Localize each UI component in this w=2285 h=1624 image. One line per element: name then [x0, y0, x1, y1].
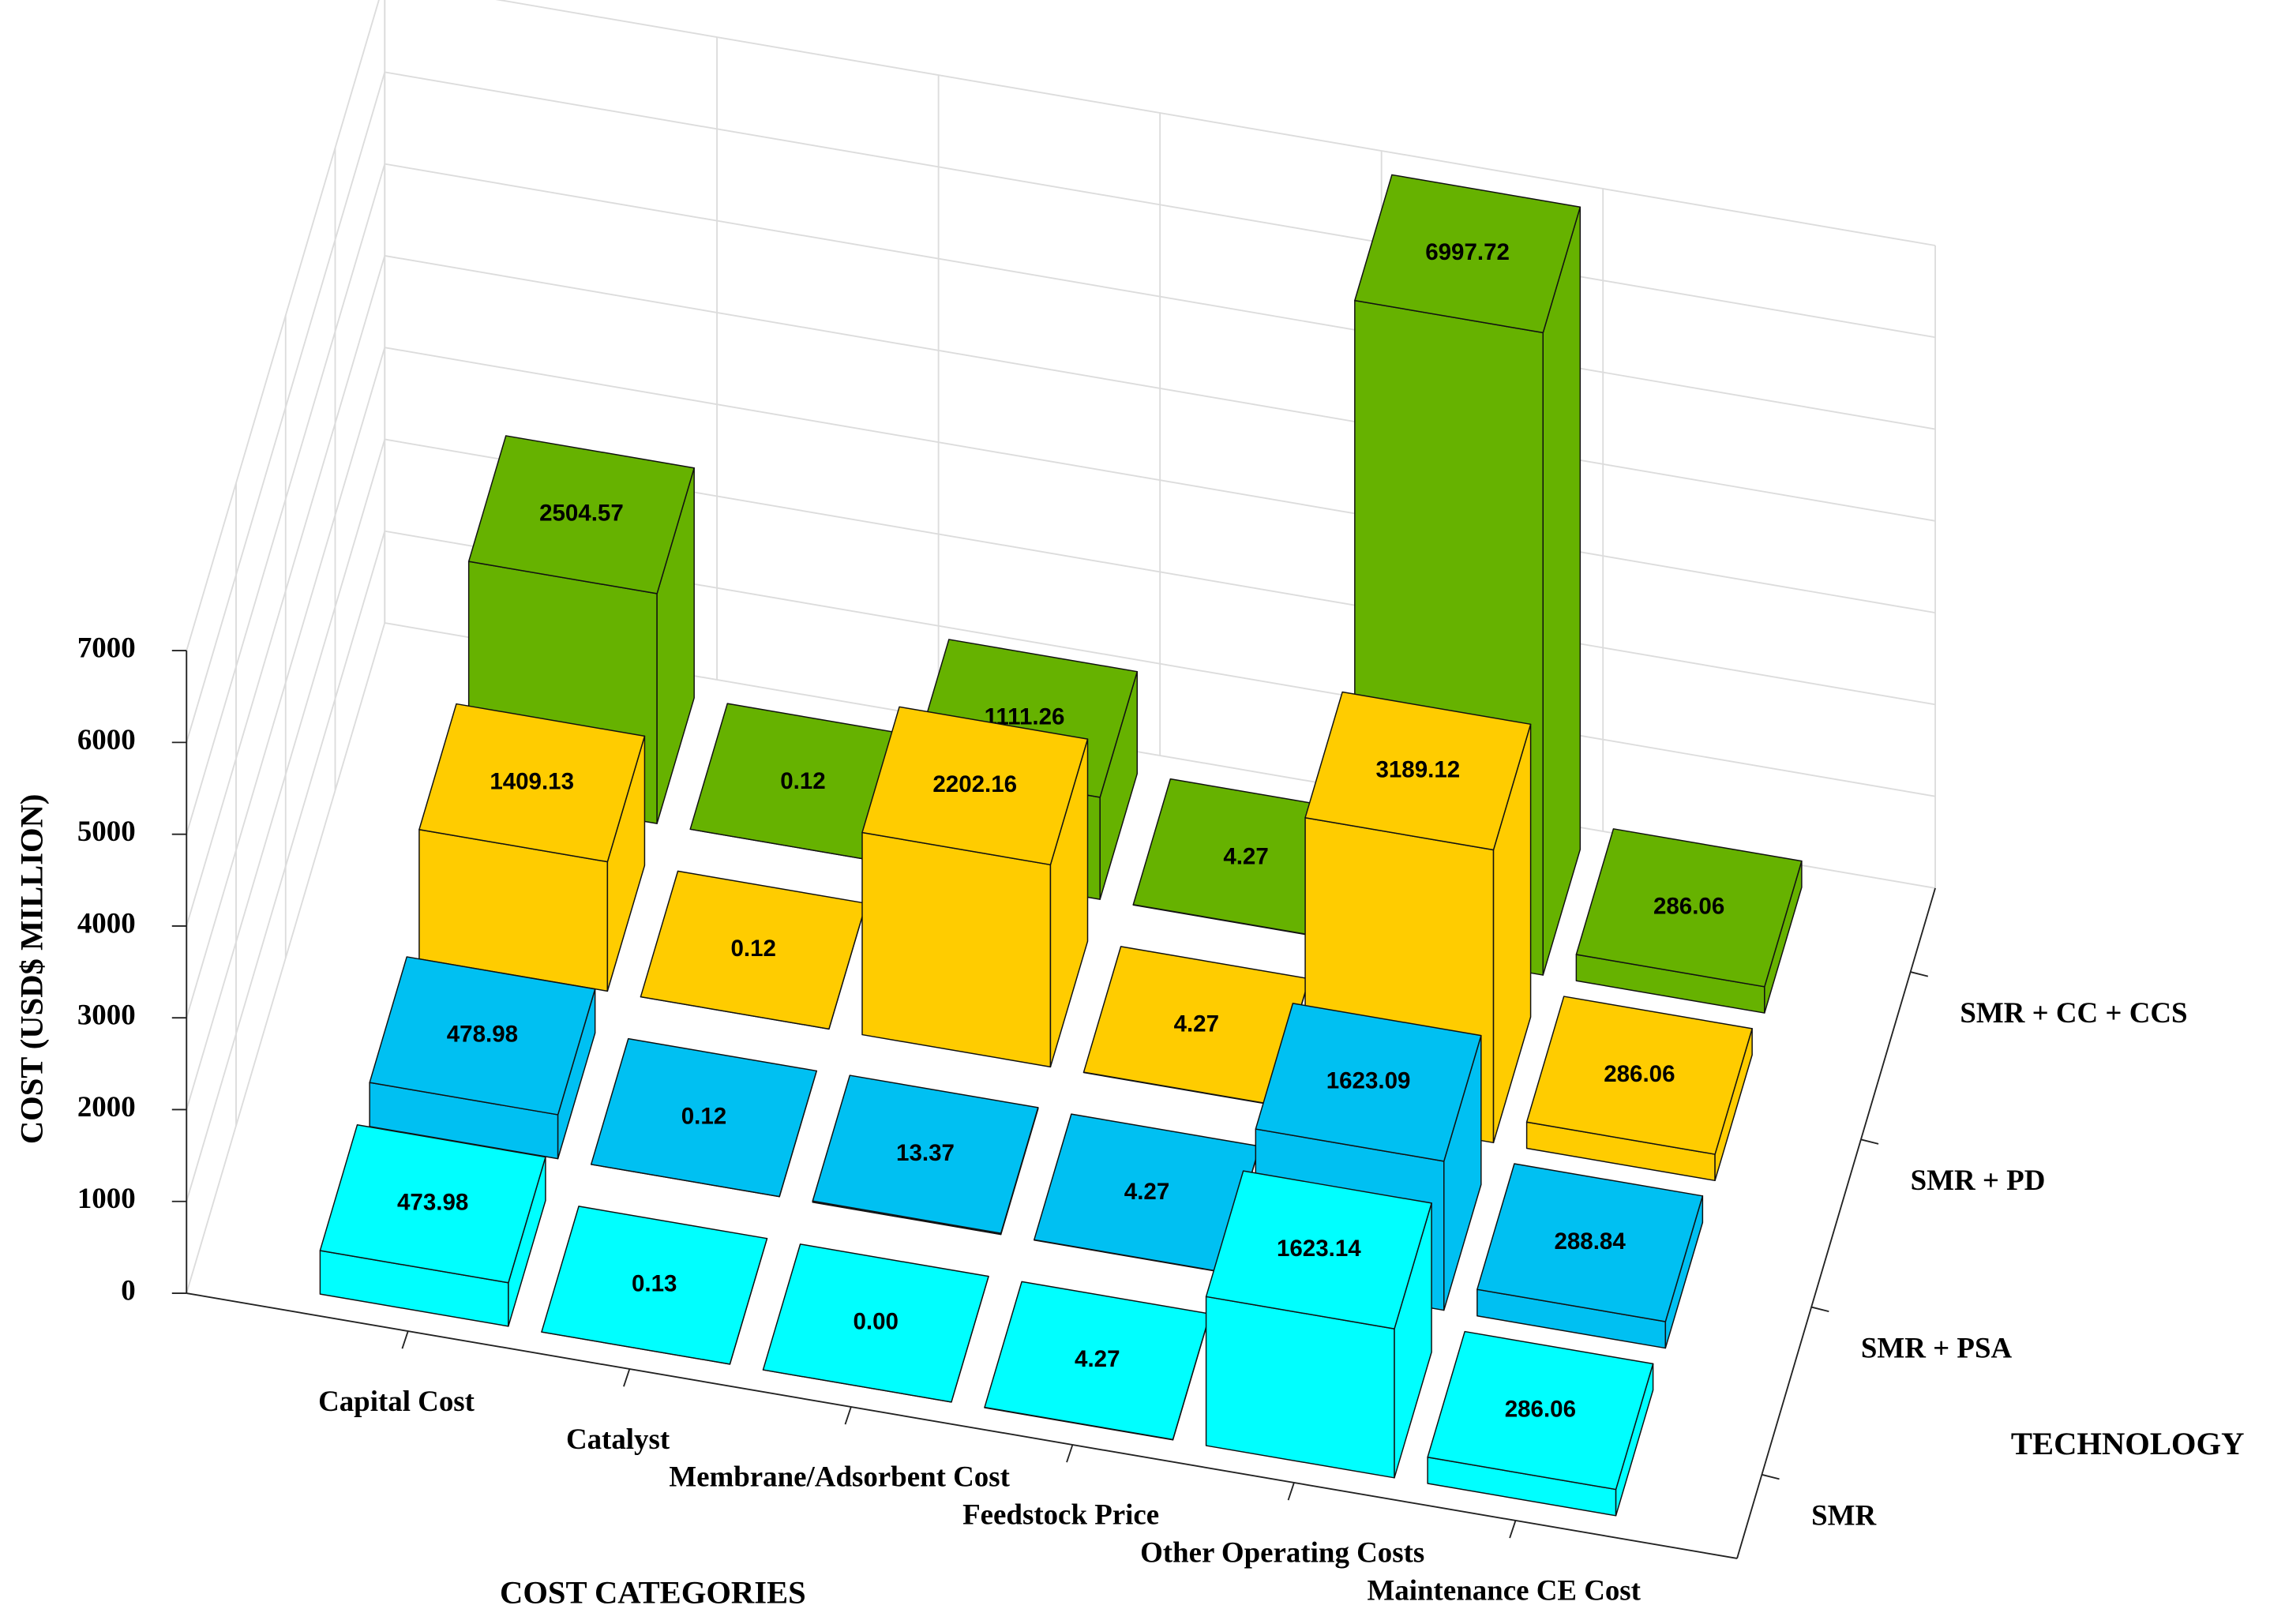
value-label: 0.12 [780, 768, 825, 794]
y-axis [1736, 887, 1936, 1559]
grid-line [495, 0, 1936, 246]
value-label: 286.06 [1505, 1396, 1576, 1422]
value-label: 0.12 [730, 936, 775, 962]
value-label: 2504.57 [539, 501, 624, 527]
z-tick-label: 1000 [77, 1182, 136, 1214]
bar-top [1255, 1003, 1482, 1162]
bar-top [541, 1206, 768, 1365]
grid-line [186, 72, 386, 743]
bar-top [1575, 828, 1803, 988]
value-label: 4.27 [1075, 1346, 1120, 1372]
value-label: 0.13 [632, 1271, 677, 1297]
value-label: 478.98 [447, 1022, 518, 1048]
grid-line [385, 163, 1936, 430]
value-label: 6997.72 [1425, 239, 1510, 265]
x-tick-label: Membrane/Adsorbent Cost [669, 1461, 1010, 1493]
grid-line [186, 0, 380, 651]
grid-line [186, 439, 386, 1110]
x-tick [401, 1330, 409, 1349]
bar-top [1476, 1163, 1704, 1322]
bar-top [1354, 174, 1581, 334]
value-label: 1409.13 [490, 768, 574, 794]
z-tick-label: 6000 [77, 723, 136, 756]
grid-line [385, 255, 1936, 522]
bar-top [319, 1124, 546, 1284]
x-tick-label: Other Operating Costs [1140, 1536, 1424, 1569]
grid-line [385, 347, 1936, 614]
bar-top [861, 706, 1089, 866]
y-tick-label: SMR + PD [1911, 1164, 2046, 1196]
value-label: 1623.14 [1277, 1236, 1361, 1262]
grid-line [186, 255, 386, 927]
x-tick-label: Catalyst [566, 1423, 670, 1455]
value-label: 473.98 [397, 1190, 468, 1216]
z-tick-label: 3000 [77, 999, 136, 1031]
grid-line [186, 531, 386, 1202]
z-axis-title: COST (USD$ MILLION) [14, 794, 50, 1145]
x-tick-label: Capital Cost [318, 1385, 475, 1417]
y-tick [1860, 1138, 1879, 1145]
bar-top [1427, 1330, 1654, 1491]
bar-top [590, 1037, 817, 1198]
z-tick-label: 5000 [77, 815, 136, 847]
grid-line [186, 622, 386, 1294]
value-label: 2202.16 [932, 771, 1017, 797]
y-tick [1762, 1473, 1780, 1480]
grid-line [186, 163, 386, 835]
y-tick [1910, 971, 1929, 977]
bar-top [369, 956, 596, 1116]
value-label: 1623.09 [1326, 1068, 1411, 1094]
value-label: 286.06 [1604, 1061, 1675, 1087]
x-tick-label: Maintenance CE Cost [1367, 1574, 1641, 1607]
bar-front [861, 831, 1052, 1068]
z-tick-label: 0 [121, 1273, 135, 1306]
x-tick [844, 1406, 852, 1425]
grid-line [186, 347, 386, 1018]
value-label: 286.06 [1653, 894, 1724, 920]
y-tick [1810, 1306, 1829, 1312]
value-label: 4.27 [1223, 843, 1268, 869]
y-tick-label: SMR + PSA [1861, 1331, 2013, 1363]
z-tick-label: 7000 [77, 632, 136, 664]
x-axis-title: COST CATEGORIES [500, 1574, 806, 1610]
bar-top [1525, 996, 1753, 1155]
bar-top [762, 1243, 989, 1403]
bar-top [1304, 691, 1532, 851]
x-tick [1509, 1520, 1517, 1539]
y-axis-title: TECHNOLOGY [2011, 1426, 2244, 1461]
y-tick-label: SMR [1811, 1499, 1876, 1532]
bar-top [418, 703, 646, 863]
z-tick-label: 4000 [77, 906, 136, 939]
value-label: 13.37 [896, 1140, 955, 1166]
value-label: 288.84 [1554, 1228, 1626, 1255]
bar-side [1542, 206, 1581, 976]
value-label: 4.27 [1174, 1011, 1219, 1037]
bar-top [1205, 1170, 1432, 1330]
value-label: 0.12 [681, 1103, 726, 1129]
value-label: 4.27 [1124, 1179, 1169, 1205]
x-tick-label: Feedstock Price [962, 1498, 1159, 1531]
value-label: 3189.12 [1375, 756, 1460, 782]
z-tick-label: 2000 [77, 1090, 136, 1123]
value-label: 0.00 [854, 1309, 899, 1335]
x-tick [1066, 1444, 1074, 1463]
bar-top [812, 1075, 1039, 1234]
grid-line [385, 71, 1936, 339]
x-tick [623, 1368, 631, 1387]
y-tick-label: SMR + CC + CCS [1960, 996, 2187, 1029]
bar-top [467, 435, 695, 594]
x-axis [186, 1292, 1738, 1559]
x-tick [1287, 1482, 1295, 1501]
